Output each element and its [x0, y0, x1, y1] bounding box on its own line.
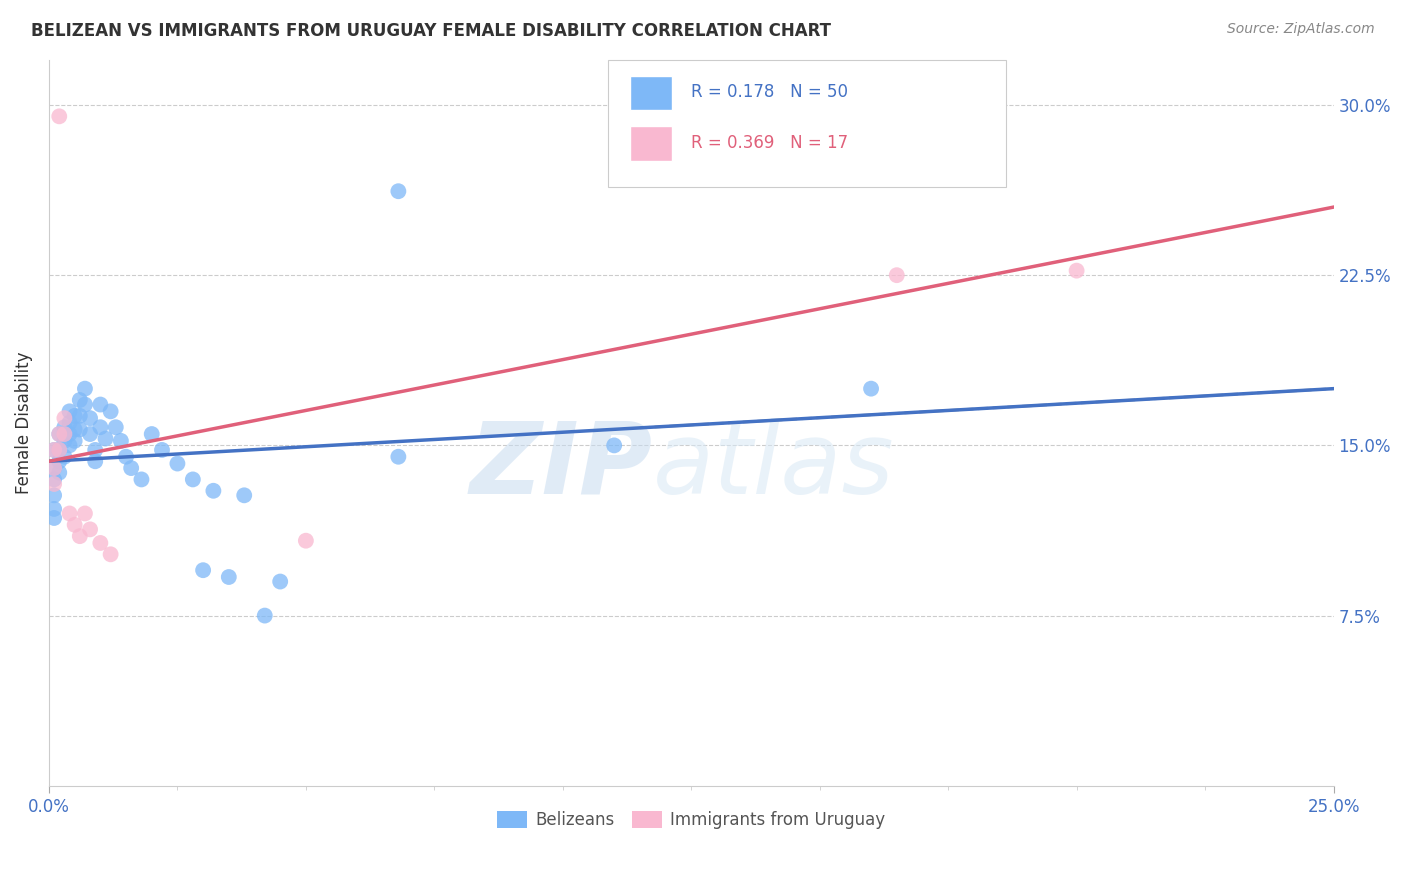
Point: [84, 442, 107, 457]
Point: [42, 472, 65, 486]
Point: [69, 392, 91, 407]
Point: [79, 427, 101, 442]
Point: [58, 416, 80, 430]
Text: Source: ZipAtlas.com: Source: ZipAtlas.com: [1227, 22, 1375, 37]
Text: atlas: atlas: [652, 417, 894, 515]
Point: [131, 472, 153, 486]
Point: [63, 423, 86, 437]
Point: [73, 382, 96, 396]
Point: [42, 511, 65, 525]
Point: [202, 483, 225, 498]
Point: [269, 574, 291, 589]
Point: [89, 420, 111, 434]
Point: [42, 502, 65, 516]
Point: [191, 563, 214, 577]
Text: BELIZEAN VS IMMIGRANTS FROM URUGUAY FEMALE DISABILITY CORRELATION CHART: BELIZEAN VS IMMIGRANTS FROM URUGUAY FEMA…: [31, 22, 831, 40]
Point: [253, 608, 276, 623]
Point: [48, 466, 70, 480]
Point: [53, 427, 76, 442]
Y-axis label: Female Disability: Female Disability: [15, 351, 32, 494]
Point: [42, 461, 65, 475]
Point: [48, 454, 70, 468]
Point: [115, 450, 138, 464]
Point: [1066, 263, 1088, 277]
Point: [48, 442, 70, 457]
Point: [69, 409, 91, 423]
Point: [48, 427, 70, 442]
Point: [141, 427, 163, 442]
Point: [603, 438, 626, 452]
Point: [79, 411, 101, 425]
Point: [63, 517, 86, 532]
Text: ZIP: ZIP: [470, 417, 652, 515]
Point: [48, 109, 70, 123]
Point: [387, 450, 409, 464]
Point: [58, 507, 80, 521]
Point: [84, 454, 107, 468]
Point: [233, 488, 256, 502]
Point: [110, 434, 132, 448]
Point: [295, 533, 318, 548]
Point: [63, 434, 86, 448]
Point: [48, 442, 70, 457]
Point: [53, 411, 76, 425]
Point: [860, 382, 883, 396]
Point: [181, 472, 204, 486]
Point: [42, 477, 65, 491]
Point: [89, 398, 111, 412]
Point: [886, 268, 908, 283]
Point: [69, 529, 91, 543]
FancyBboxPatch shape: [607, 60, 1005, 186]
Text: R = 0.178   N = 50: R = 0.178 N = 50: [692, 83, 848, 102]
Point: [104, 420, 127, 434]
Legend: Belizeans, Immigrants from Uruguay: Belizeans, Immigrants from Uruguay: [491, 804, 891, 836]
Point: [53, 420, 76, 434]
Point: [42, 442, 65, 457]
Point: [89, 536, 111, 550]
Point: [120, 461, 142, 475]
Point: [42, 461, 65, 475]
Point: [73, 398, 96, 412]
Point: [53, 434, 76, 448]
Point: [79, 522, 101, 536]
Point: [58, 404, 80, 418]
Point: [63, 409, 86, 423]
Point: [69, 423, 91, 437]
Point: [48, 427, 70, 442]
Point: [58, 427, 80, 442]
Point: [73, 507, 96, 521]
Point: [53, 450, 76, 464]
Point: [100, 404, 122, 418]
Point: [94, 432, 117, 446]
Point: [42, 488, 65, 502]
FancyBboxPatch shape: [630, 127, 672, 161]
Point: [58, 438, 80, 452]
Point: [387, 184, 409, 198]
Point: [150, 442, 173, 457]
Text: R = 0.369   N = 17: R = 0.369 N = 17: [692, 134, 848, 153]
Point: [100, 547, 122, 561]
Point: [42, 442, 65, 457]
Point: [166, 457, 188, 471]
Point: [218, 570, 240, 584]
FancyBboxPatch shape: [630, 76, 672, 111]
